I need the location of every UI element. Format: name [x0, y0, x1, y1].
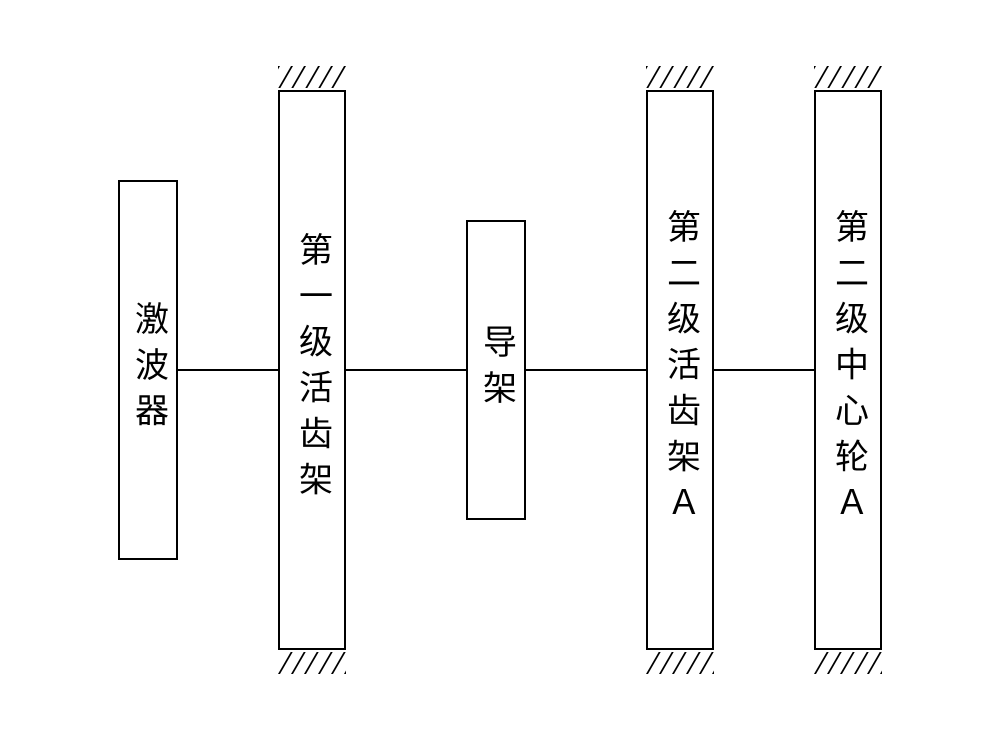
connector-exciter-to-stage1-carrier: [178, 369, 278, 371]
block-diagram: 激波器 第一级活齿架 导架 第二级活齿架Ａ 第二级中心轮Ａ: [118, 90, 882, 650]
fixed-support-hatch-bottom: [814, 650, 882, 674]
box-guide: 导架: [466, 220, 526, 520]
box-wrap-stage2-carrierA: 第二级活齿架Ａ: [646, 90, 714, 650]
box-label-guide: 导架: [472, 324, 521, 416]
connector-stage2-carrierA-to-stage2-centerA: [714, 369, 814, 371]
box-wrap-exciter: 激波器: [118, 180, 178, 560]
fixed-support-hatch-bottom: [278, 650, 346, 674]
box-wrap-stage2-centerA: 第二级中心轮Ａ: [814, 90, 882, 650]
box-label-stage2-carrierA: 第二级活齿架Ａ: [656, 209, 705, 530]
fixed-support-hatch-top: [814, 66, 882, 90]
box-label-stage1-carrier: 第一级活齿架: [288, 232, 337, 507]
box-exciter: 激波器: [118, 180, 178, 560]
fixed-support-hatch-top: [646, 66, 714, 90]
fixed-support-hatch-top: [278, 66, 346, 90]
connector-guide-to-stage2-carrierA: [526, 369, 646, 371]
box-stage1-carrier: 第一级活齿架: [278, 90, 346, 650]
box-label-stage2-centerA: 第二级中心轮Ａ: [824, 209, 873, 530]
box-stage2-carrierA: 第二级活齿架Ａ: [646, 90, 714, 650]
box-stage2-centerA: 第二级中心轮Ａ: [814, 90, 882, 650]
box-wrap-stage1-carrier: 第一级活齿架: [278, 90, 346, 650]
connector-stage1-carrier-to-guide: [346, 369, 466, 371]
box-wrap-guide: 导架: [466, 220, 526, 520]
box-label-exciter: 激波器: [124, 301, 173, 439]
fixed-support-hatch-bottom: [646, 650, 714, 674]
